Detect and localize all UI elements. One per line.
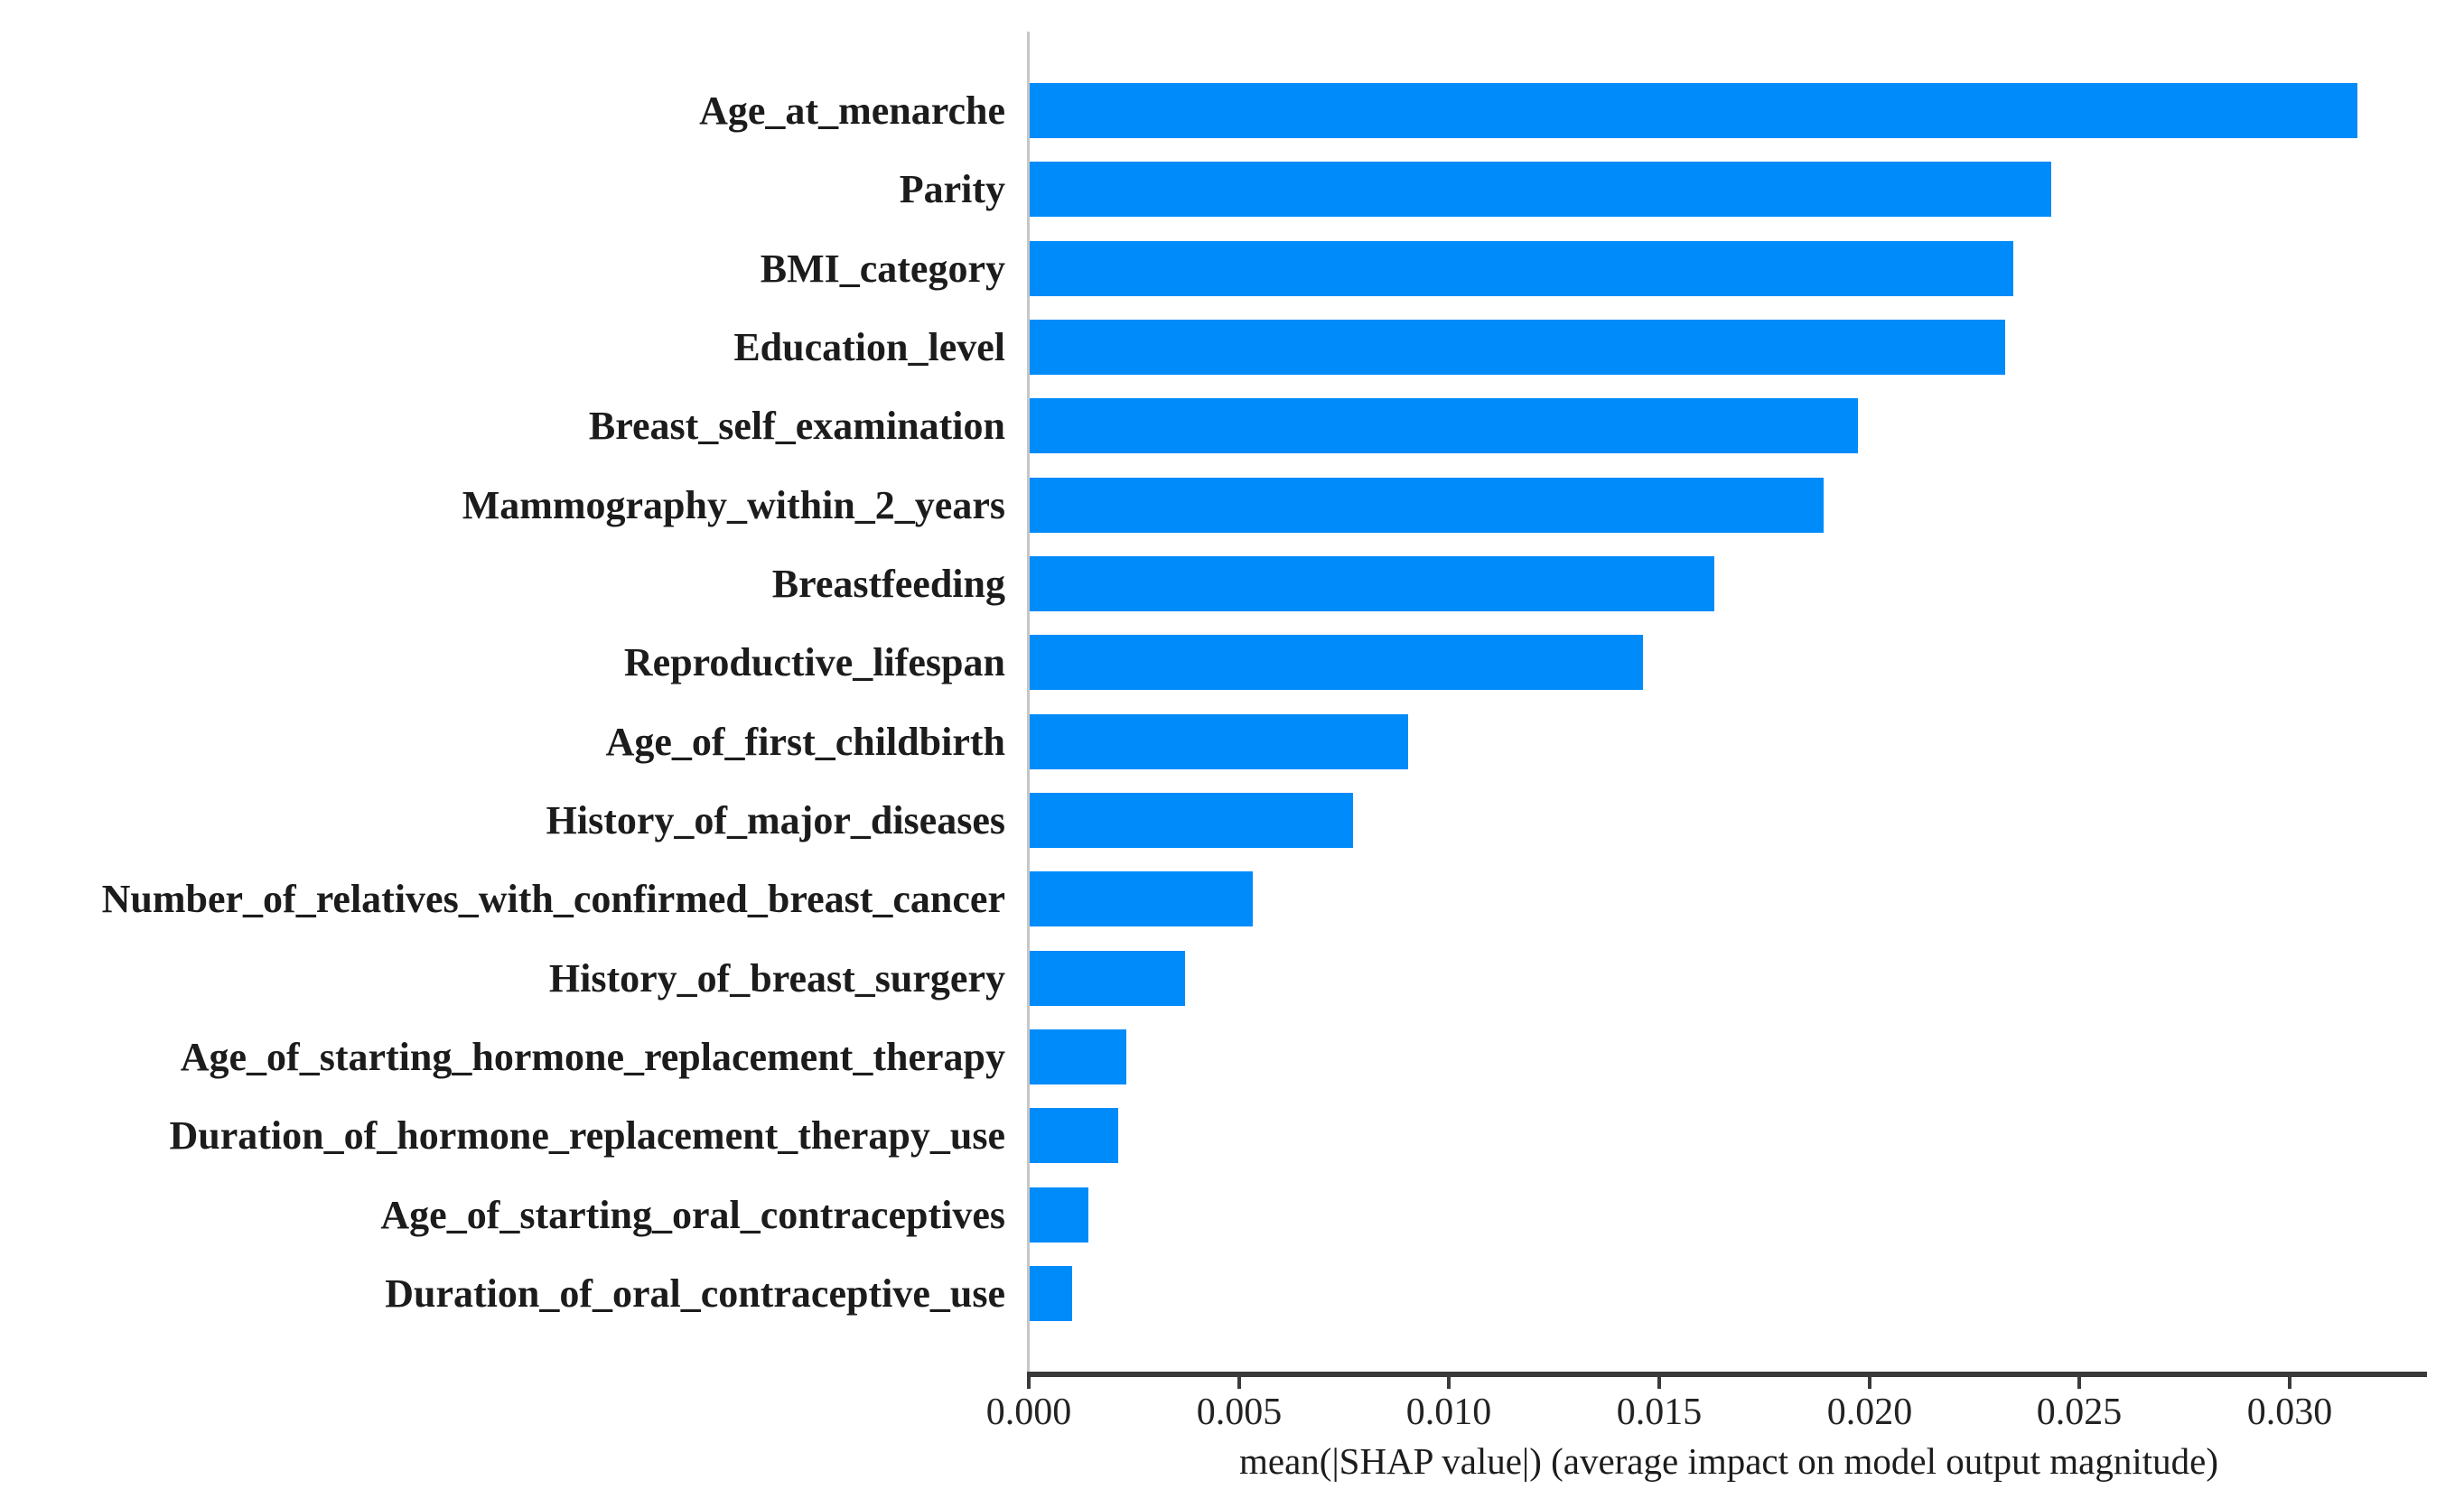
category-label: History_of_breast_surgery: [548, 956, 1005, 1001]
x-tick-mark: [1027, 1377, 1031, 1389]
bar: [1030, 83, 2357, 138]
bar: [1030, 556, 1714, 611]
category-label: Duration_of_hormone_replacement_therapy_…: [169, 1113, 1005, 1158]
x-tick-label: 0.020: [1826, 1392, 1913, 1433]
bar: [1030, 241, 2013, 296]
x-tick-label: 0.015: [1616, 1392, 1703, 1433]
bar: [1030, 1187, 1088, 1243]
x-tick-label: 0.025: [2036, 1392, 2123, 1433]
x-axis-line: [1027, 1372, 2427, 1377]
x-tick-label: 0.030: [2246, 1392, 2333, 1433]
category-label: Number_of_relatives_with_confirmed_breas…: [101, 877, 1005, 921]
category-label: Reproductive_lifespan: [623, 640, 1005, 684]
bar: [1030, 714, 1408, 769]
category-label: Education_level: [733, 325, 1005, 369]
bar: [1030, 398, 1858, 453]
x-tick-label: 0.010: [1405, 1392, 1492, 1433]
bar: [1030, 478, 1824, 533]
bar: [1030, 793, 1353, 848]
bar: [1030, 1266, 1072, 1321]
y-axis-spine: [1027, 32, 1030, 1374]
category-label: Age_at_menarche: [699, 88, 1005, 133]
category-label: Age_of_first_childbirth: [605, 720, 1005, 764]
bar: [1030, 320, 2005, 375]
x-axis-label: mean(|SHAP value|) (average impact on mo…: [1239, 1440, 2218, 1482]
x-tick-label: 0.005: [1196, 1392, 1283, 1433]
x-tick-mark: [1868, 1377, 1871, 1389]
bar: [1030, 951, 1185, 1006]
category-label: Duration_of_oral_contraceptive_use: [385, 1271, 1005, 1316]
category-label: Parity: [899, 167, 1005, 211]
x-tick-mark: [1657, 1377, 1661, 1389]
category-label: Age_of_starting_hormone_replacement_ther…: [180, 1035, 1005, 1079]
x-tick-mark: [2288, 1377, 2291, 1389]
category-label: Breast_self_examination: [588, 404, 1005, 448]
bar: [1030, 1029, 1126, 1084]
bar: [1030, 871, 1253, 926]
category-label: Breastfeeding: [771, 562, 1005, 606]
bar: [1030, 635, 1643, 690]
category-label: BMI_category: [760, 247, 1005, 291]
category-label: Age_of_starting_oral_contraceptives: [380, 1193, 1005, 1237]
x-tick-label: 0.000: [985, 1392, 1072, 1433]
x-tick-mark: [2077, 1377, 2081, 1389]
bar: [1030, 1108, 1118, 1163]
bar: [1030, 162, 2051, 217]
category-label: History_of_major_diseases: [546, 798, 1005, 842]
category-label: Mammography_within_2_years: [462, 483, 1005, 527]
x-tick-mark: [1447, 1377, 1451, 1389]
x-tick-mark: [1237, 1377, 1241, 1389]
